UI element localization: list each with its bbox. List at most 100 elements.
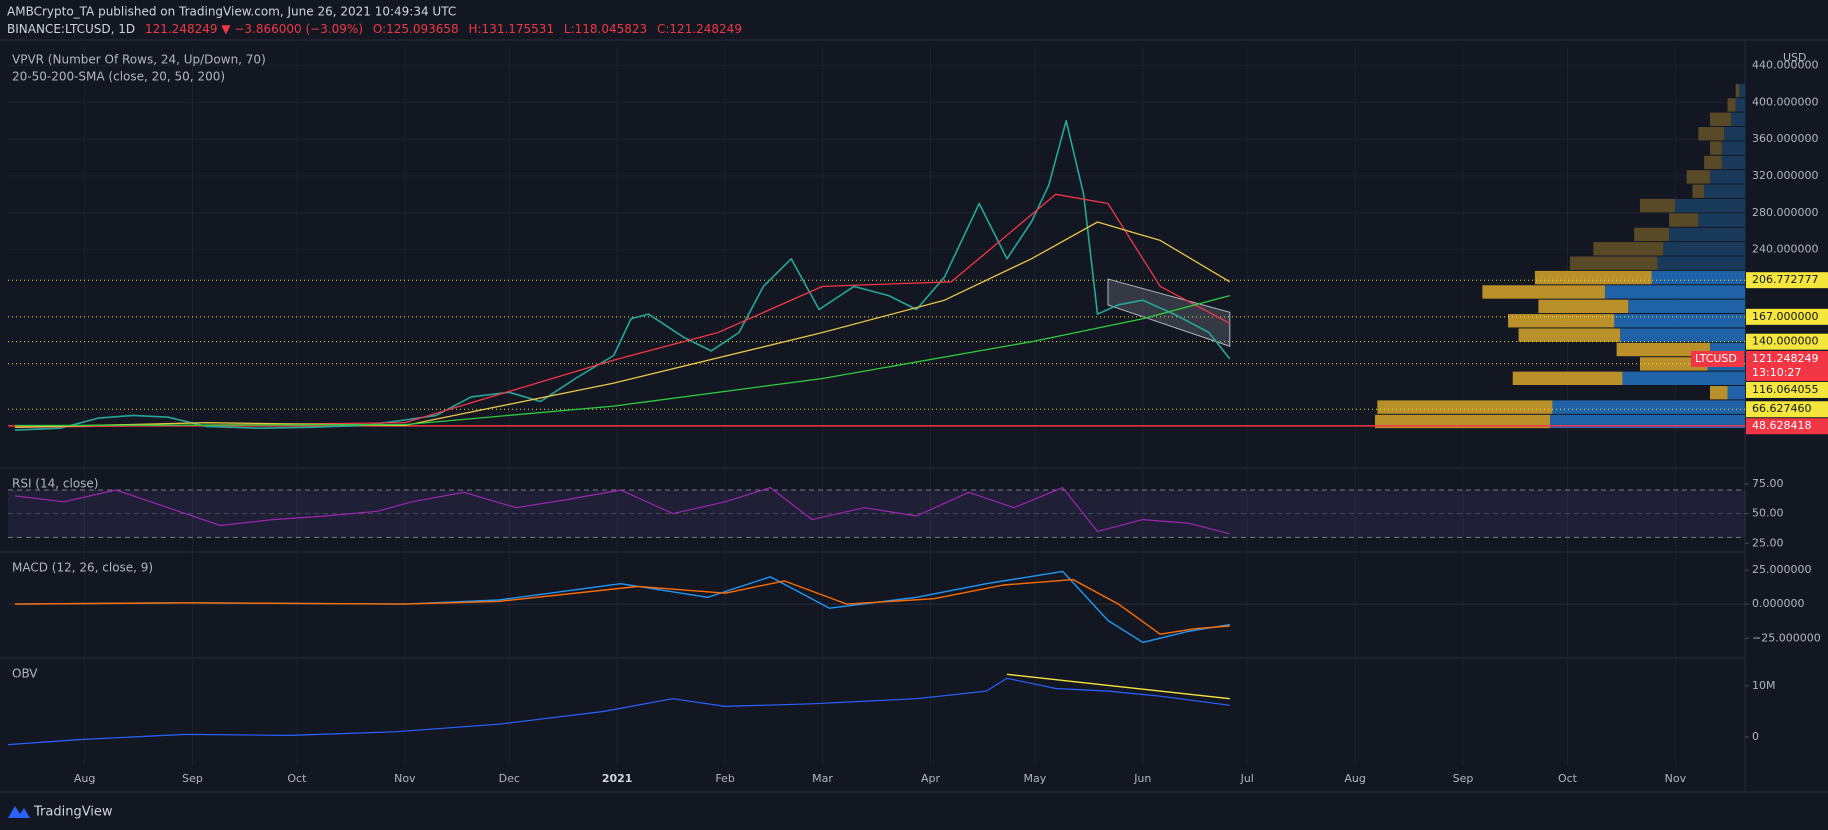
level-tag bbox=[1746, 418, 1828, 435]
vpvr-up bbox=[1550, 414, 1745, 429]
time-tick-label: Sep bbox=[1453, 772, 1474, 785]
vpvr-down bbox=[1508, 314, 1615, 328]
open: O:125.093658 bbox=[373, 22, 459, 36]
vpvr-down bbox=[1727, 98, 1736, 112]
vpvr-up bbox=[1721, 141, 1745, 155]
vpvr-up bbox=[1698, 213, 1745, 227]
obv-line bbox=[8, 677, 1230, 746]
time-tick-label: Aug bbox=[74, 772, 95, 785]
time-tick-label: Dec bbox=[499, 772, 520, 785]
close: C:121.248249 bbox=[657, 22, 742, 36]
y-tick-label: 240.000000 bbox=[1752, 243, 1818, 256]
level-tag bbox=[1746, 401, 1828, 418]
y-tick-label: 320.000000 bbox=[1752, 169, 1818, 182]
vpvr-up bbox=[1669, 227, 1745, 242]
vpvr-up bbox=[1663, 242, 1745, 256]
vpvr-up bbox=[1723, 127, 1745, 141]
y-tick-label: 360.000000 bbox=[1752, 132, 1818, 145]
vpvr-down bbox=[1669, 213, 1699, 227]
quote: 121.248249 ▼ −3.866000 (−3.09%) bbox=[145, 22, 363, 36]
symbol-tag bbox=[1691, 350, 1744, 367]
indicator-legend: MACD (12, 26, close, 9) bbox=[12, 561, 153, 575]
time-tick-label: Aug bbox=[1344, 772, 1365, 785]
tradingview-logo bbox=[8, 806, 30, 818]
vpvr-down bbox=[1698, 127, 1724, 141]
sma-line bbox=[14, 294, 1230, 427]
sma-line bbox=[14, 221, 1231, 428]
vpvr-down bbox=[1709, 112, 1731, 127]
indicator-legend: 20-50-200-SMA (close, 20, 50, 200) bbox=[12, 70, 225, 84]
vpvr-down bbox=[1512, 371, 1623, 385]
vpvr-down bbox=[1534, 270, 1652, 285]
symbol-tag-label: LTCUSD bbox=[1695, 352, 1737, 365]
y-tick-label: 25.00 bbox=[1752, 536, 1784, 549]
y-tick-label: 0.000000 bbox=[1752, 597, 1805, 610]
vpvr-down bbox=[1616, 342, 1710, 357]
level-tag-label: 66.627460 bbox=[1752, 402, 1812, 415]
price-line bbox=[14, 119, 1231, 431]
time-tick-label: Apr bbox=[921, 772, 941, 785]
vpvr-down bbox=[1704, 155, 1722, 170]
currency-label: USD bbox=[1783, 51, 1807, 64]
time-tick-label: Nov bbox=[1665, 772, 1687, 785]
vpvr-up bbox=[1622, 371, 1745, 385]
symbol: BINANCE:LTCUSD, 1D bbox=[7, 22, 135, 36]
vpvr-down bbox=[1377, 400, 1553, 414]
rsi-line bbox=[14, 487, 1230, 535]
vpvr-up bbox=[1651, 270, 1745, 285]
time-tick-label: May bbox=[1024, 772, 1047, 785]
vpvr-down bbox=[1692, 184, 1705, 198]
vpvr-up bbox=[1657, 256, 1745, 270]
level-tag-label: 140.000000 bbox=[1752, 335, 1818, 348]
level-tag bbox=[1746, 308, 1828, 325]
vpvr-up bbox=[1628, 299, 1745, 314]
vpvr-down bbox=[1538, 299, 1629, 314]
last-price-tag bbox=[1746, 350, 1828, 381]
y-tick-label: 400.000000 bbox=[1752, 95, 1818, 108]
y-tick-label: 75.00 bbox=[1752, 477, 1784, 490]
sma-line bbox=[14, 193, 1231, 428]
vpvr-down bbox=[1639, 198, 1675, 213]
obv-trendline bbox=[1006, 673, 1230, 700]
time-tick-label: Feb bbox=[715, 772, 734, 785]
vpvr-up bbox=[1730, 112, 1745, 127]
time-tick-label: Sep bbox=[182, 772, 203, 785]
indicator-legend: RSI (14, close) bbox=[12, 477, 98, 491]
y-tick-label: 280.000000 bbox=[1752, 206, 1818, 219]
vpvr-up bbox=[1735, 98, 1745, 112]
indicator-legend: VPVR (Number Of Rows, 24, Up/Down, 70) bbox=[12, 53, 266, 67]
symbol-line: BINANCE:LTCUSD, 1D 121.248249 ▼ −3.86600… bbox=[7, 22, 742, 36]
high: H:131.175531 bbox=[468, 22, 554, 36]
publisher-line: AMBCrypto_TA published on TradingView.co… bbox=[7, 5, 456, 19]
brand: TradingView bbox=[33, 805, 113, 820]
vpvr-down bbox=[1634, 227, 1670, 242]
indicator-legend: OBV bbox=[12, 667, 38, 681]
vpvr-down bbox=[1569, 256, 1658, 270]
vpvr-down bbox=[1593, 242, 1664, 256]
vpvr-down bbox=[1518, 328, 1621, 342]
low: L:118.045823 bbox=[564, 22, 647, 36]
time-tick-label: 2021 bbox=[602, 772, 633, 785]
level-tag-label: 167.000000 bbox=[1752, 310, 1818, 323]
logo-icon bbox=[8, 806, 30, 818]
countdown-label: 13:10:27 bbox=[1752, 366, 1801, 379]
vpvr-up bbox=[1727, 385, 1745, 400]
level-tag bbox=[1746, 381, 1828, 398]
vpvr-up bbox=[1739, 83, 1745, 98]
vpvr-down bbox=[1735, 83, 1740, 98]
vpvr-up bbox=[1709, 170, 1745, 184]
time-tick-label: Jul bbox=[1240, 772, 1254, 785]
vpvr-up bbox=[1704, 184, 1745, 198]
time-tick-label: Nov bbox=[394, 772, 416, 785]
last-price-label: 121.248249 bbox=[1752, 352, 1818, 365]
vpvr-up bbox=[1674, 198, 1745, 213]
time-tick-label: Jun bbox=[1133, 772, 1151, 785]
time-tick-label: Oct bbox=[1558, 772, 1578, 785]
level-tag bbox=[1746, 272, 1828, 289]
y-tick-label: 25.000000 bbox=[1752, 563, 1812, 576]
vpvr-down bbox=[1375, 414, 1551, 429]
vpvr-up bbox=[1604, 285, 1745, 299]
vpvr-up bbox=[1620, 328, 1745, 342]
vpvr-down bbox=[1709, 141, 1722, 155]
